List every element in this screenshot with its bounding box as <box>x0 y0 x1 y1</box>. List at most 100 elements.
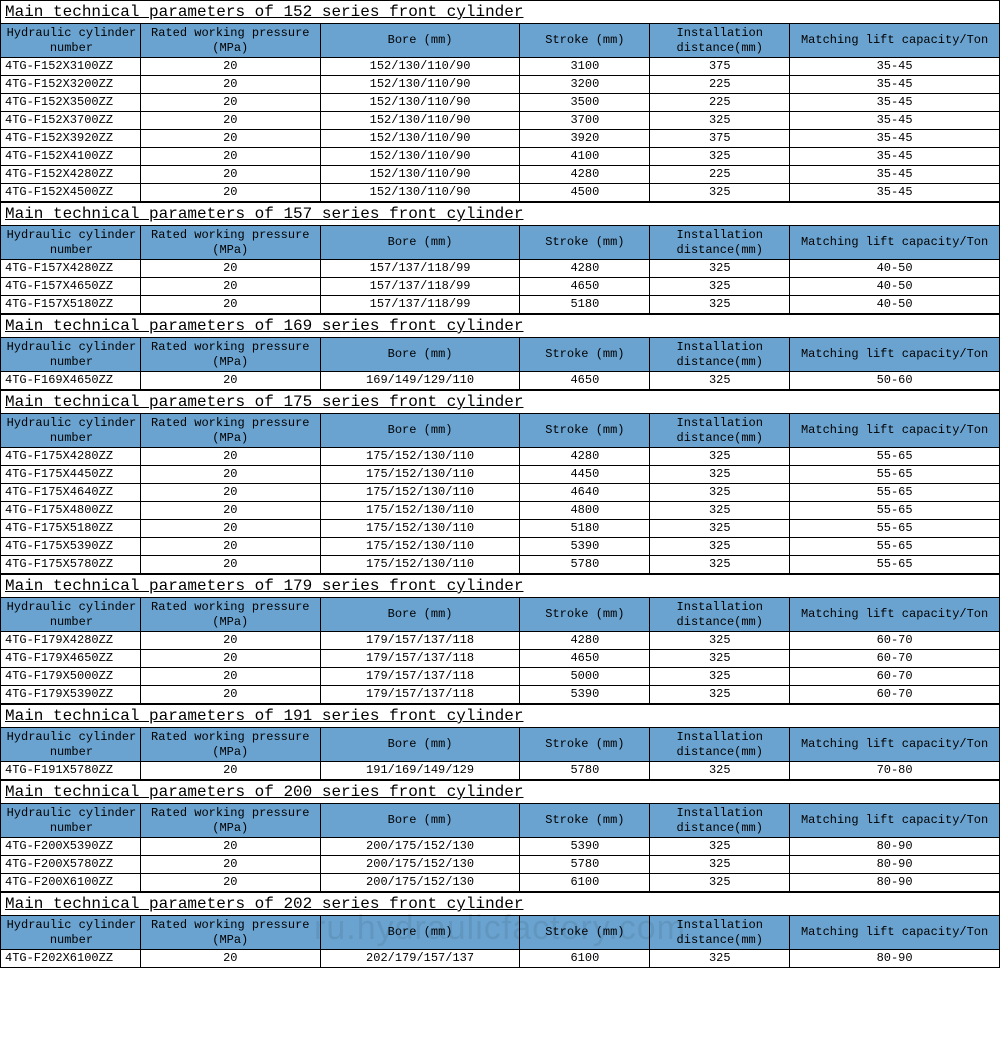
table-row: 4TG-F152X3200ZZ20152/130/110/90320022535… <box>1 76 1000 94</box>
table-cell: 4TG-F175X4800ZZ <box>1 502 141 520</box>
column-header: Rated working pressure (MPa) <box>140 916 320 950</box>
table-cell: 40-50 <box>790 278 1000 296</box>
table-cell: 175/152/130/110 <box>320 448 520 466</box>
table-cell: 4TG-F157X4280ZZ <box>1 260 141 278</box>
table-cell: 4280 <box>520 260 650 278</box>
column-header: Stroke (mm) <box>520 24 650 58</box>
table-cell: 35-45 <box>790 130 1000 148</box>
column-header: Stroke (mm) <box>520 916 650 950</box>
table-cell: 20 <box>140 58 320 76</box>
table-cell: 40-50 <box>790 260 1000 278</box>
table-cell: 4TG-F179X4280ZZ <box>1 632 141 650</box>
column-header: Stroke (mm) <box>520 728 650 762</box>
table-cell: 55-65 <box>790 520 1000 538</box>
table-cell: 325 <box>650 502 790 520</box>
table-cell: 5780 <box>520 762 650 780</box>
table-cell: 4TG-F152X3700ZZ <box>1 112 141 130</box>
table-cell: 35-45 <box>790 166 1000 184</box>
table-row: 4TG-F169X4650ZZ20169/149/129/11046503255… <box>1 372 1000 390</box>
table-cell: 80-90 <box>790 950 1000 968</box>
table-cell: 5390 <box>520 538 650 556</box>
spec-table: Hydraulic cylinder numberRated working p… <box>0 803 1000 892</box>
table-cell: 175/152/130/110 <box>320 466 520 484</box>
table-row: 4TG-F152X3700ZZ20152/130/110/90370032535… <box>1 112 1000 130</box>
table-cell: 4500 <box>520 184 650 202</box>
table-cell: 152/130/110/90 <box>320 58 520 76</box>
table-cell: 152/130/110/90 <box>320 94 520 112</box>
table-cell: 325 <box>650 260 790 278</box>
table-cell: 35-45 <box>790 112 1000 130</box>
table-cell: 325 <box>650 448 790 466</box>
table-cell: 4TG-F179X5390ZZ <box>1 686 141 704</box>
table-cell: 20 <box>140 874 320 892</box>
spec-table: Hydraulic cylinder numberRated working p… <box>0 597 1000 704</box>
column-header: Matching lift capacity/Ton <box>790 226 1000 260</box>
table-cell: 4TG-F179X5000ZZ <box>1 668 141 686</box>
table-cell: 20 <box>140 668 320 686</box>
table-cell: 4TG-F152X4500ZZ <box>1 184 141 202</box>
table-cell: 5390 <box>520 838 650 856</box>
table-cell: 4TG-F175X5390ZZ <box>1 538 141 556</box>
table-cell: 325 <box>650 484 790 502</box>
table-cell: 3100 <box>520 58 650 76</box>
table-cell: 191/169/149/129 <box>320 762 520 780</box>
table-cell: 152/130/110/90 <box>320 130 520 148</box>
table-cell: 169/149/129/110 <box>320 372 520 390</box>
column-header: Rated working pressure (MPa) <box>140 728 320 762</box>
table-cell: 4TG-F152X3200ZZ <box>1 76 141 94</box>
section-title: Main technical parameters of 175 series … <box>0 390 1000 413</box>
table-cell: 157/137/118/99 <box>320 278 520 296</box>
table-cell: 175/152/130/110 <box>320 502 520 520</box>
table-row: 4TG-F152X3920ZZ20152/130/110/90392037535… <box>1 130 1000 148</box>
table-cell: 20 <box>140 538 320 556</box>
column-header: Bore (mm) <box>320 414 520 448</box>
table-cell: 325 <box>650 466 790 484</box>
column-header: Hydraulic cylinder number <box>1 728 141 762</box>
table-cell: 5390 <box>520 686 650 704</box>
table-cell: 5180 <box>520 520 650 538</box>
column-header: Bore (mm) <box>320 24 520 58</box>
table-cell: 4TG-F175X4450ZZ <box>1 466 141 484</box>
table-cell: 225 <box>650 94 790 112</box>
table-cell: 20 <box>140 520 320 538</box>
table-cell: 20 <box>140 94 320 112</box>
column-header: Matching lift capacity/Ton <box>790 804 1000 838</box>
table-cell: 60-70 <box>790 686 1000 704</box>
spec-table: Hydraulic cylinder numberRated working p… <box>0 915 1000 968</box>
table-cell: 80-90 <box>790 838 1000 856</box>
table-cell: 20 <box>140 762 320 780</box>
table-cell: 4TG-F169X4650ZZ <box>1 372 141 390</box>
table-cell: 40-50 <box>790 296 1000 314</box>
table-cell: 175/152/130/110 <box>320 556 520 574</box>
table-cell: 6100 <box>520 950 650 968</box>
table-cell: 50-60 <box>790 372 1000 390</box>
table-cell: 20 <box>140 484 320 502</box>
column-header: Bore (mm) <box>320 916 520 950</box>
table-cell: 20 <box>140 650 320 668</box>
column-header: Hydraulic cylinder number <box>1 338 141 372</box>
table-cell: 4TG-F157X5180ZZ <box>1 296 141 314</box>
table-row: 4TG-F200X5780ZZ20200/175/152/13057803258… <box>1 856 1000 874</box>
table-cell: 3200 <box>520 76 650 94</box>
table-cell: 5180 <box>520 296 650 314</box>
table-cell: 4650 <box>520 278 650 296</box>
table-cell: 20 <box>140 184 320 202</box>
table-row: 4TG-F175X4450ZZ20175/152/130/11044503255… <box>1 466 1000 484</box>
table-cell: 325 <box>650 112 790 130</box>
table-cell: 325 <box>650 650 790 668</box>
table-cell: 80-90 <box>790 874 1000 892</box>
table-cell: 70-80 <box>790 762 1000 780</box>
table-cell: 325 <box>650 762 790 780</box>
column-header: Matching lift capacity/Ton <box>790 24 1000 58</box>
table-cell: 6100 <box>520 874 650 892</box>
table-cell: 55-65 <box>790 538 1000 556</box>
column-header: Stroke (mm) <box>520 804 650 838</box>
spec-table: Hydraulic cylinder numberRated working p… <box>0 225 1000 314</box>
column-header: Bore (mm) <box>320 226 520 260</box>
table-cell: 35-45 <box>790 184 1000 202</box>
column-header: Rated working pressure (MPa) <box>140 338 320 372</box>
table-cell: 20 <box>140 260 320 278</box>
table-cell: 60-70 <box>790 632 1000 650</box>
table-row: 4TG-F175X4640ZZ20175/152/130/11046403255… <box>1 484 1000 502</box>
table-row: 4TG-F202X6100ZZ20202/179/157/13761003258… <box>1 950 1000 968</box>
